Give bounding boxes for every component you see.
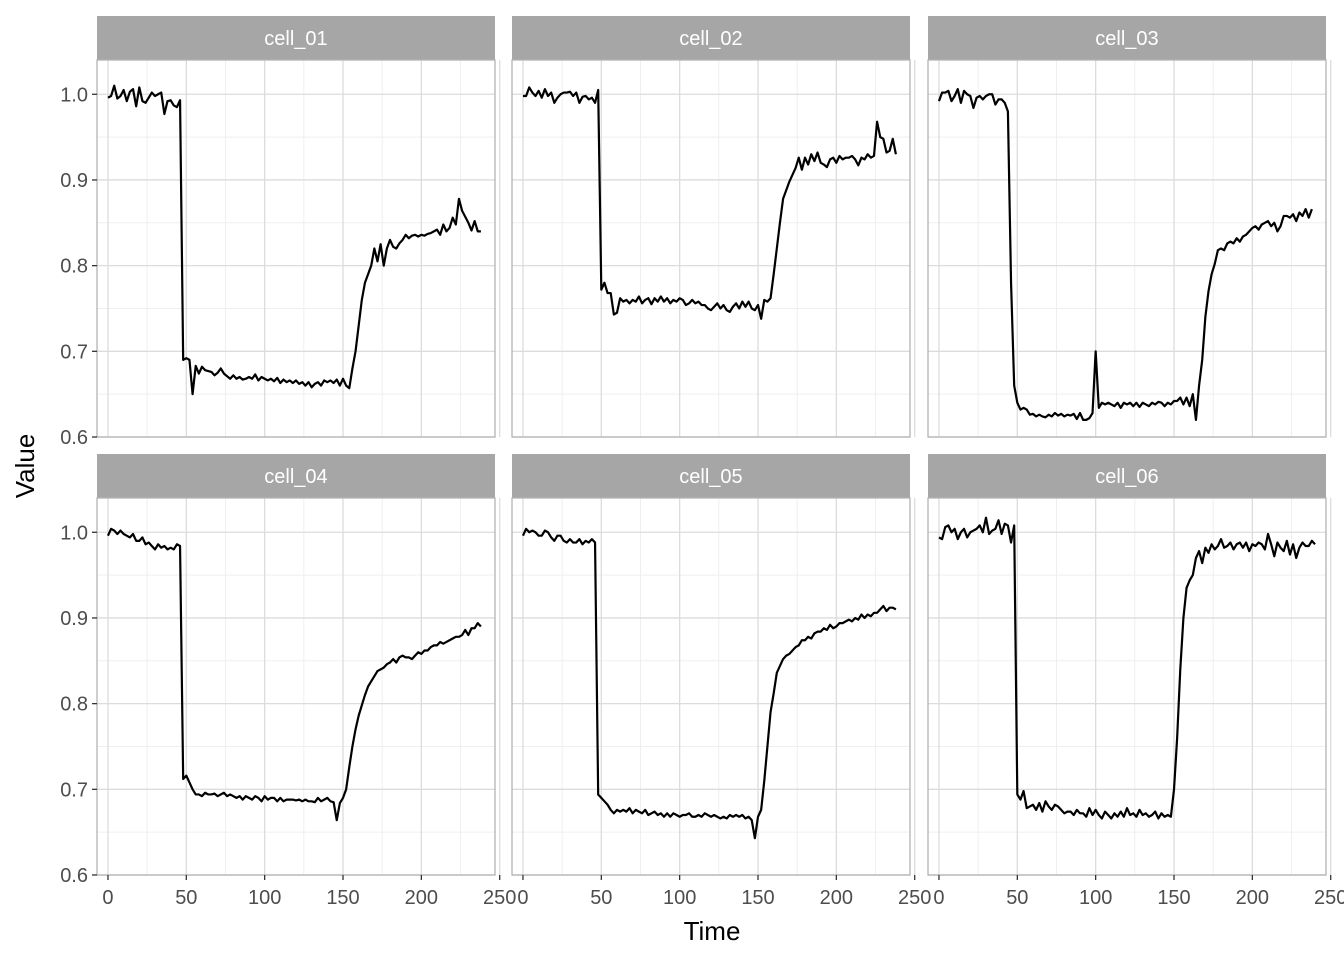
strip-label-cell_02: cell_02 — [679, 28, 742, 50]
y-tick-label: 0.6 — [60, 865, 88, 887]
panel-border-cell_02 — [511, 59, 911, 438]
x-tick-label: 150 — [326, 887, 359, 909]
panel-cell_04: cell_04 0.6 0.7 0.8 0.9 1.0 0 50 100 150 200 250 — [60, 454, 516, 909]
x-tick-label: 50 — [590, 887, 612, 909]
series-line-cell_02 — [522, 86, 897, 320]
strip-cell_03 — [928, 16, 1326, 60]
x-tick-label: 0 — [933, 887, 944, 909]
x-tick-label: 150 — [1157, 887, 1190, 909]
panel-cell_06: cell_06 0 50 100 150 200 250 — [927, 454, 1344, 909]
y-tick-label: 1.0 — [60, 84, 88, 106]
plot-area-cell_06 — [928, 498, 1326, 875]
x-tick-label: 50 — [1006, 887, 1028, 909]
y-tick-label: 0.6 — [60, 427, 88, 449]
strip-cell_05 — [512, 454, 910, 498]
y-tick-label: 0.7 — [60, 779, 88, 801]
y-tick-label: 1.0 — [60, 522, 88, 544]
y-tick-label: 0.8 — [60, 256, 88, 278]
x-tick-label: 200 — [1236, 887, 1269, 909]
x-tick-label: 200 — [405, 887, 438, 909]
x-tick-label: 100 — [663, 887, 696, 909]
x-tick-label: 250 — [483, 887, 516, 909]
x-tick-label: 100 — [1079, 887, 1112, 909]
strip-cell_02 — [512, 16, 910, 60]
x-tick-label: 200 — [820, 887, 853, 909]
y-tick-label: 0.7 — [60, 341, 88, 363]
plot-area-cell_05 — [512, 498, 910, 875]
x-tick-label: 250 — [898, 887, 931, 909]
panel-border-cell_04 — [96, 497, 496, 876]
panel-cell_02: cell_02 — [511, 16, 916, 438]
panel-cell_01: cell_01 0.6 0.7 0.8 0.9 1.0 — [60, 16, 501, 449]
x-tick-label: 250 — [1314, 887, 1344, 909]
plot-area-cell_04 — [97, 498, 495, 875]
strip-label-cell_04: cell_04 — [264, 466, 327, 488]
series-line-cell_05 — [521, 527, 897, 840]
x-tick-label: 0 — [517, 887, 528, 909]
strip-label-cell_03: cell_03 — [1095, 28, 1158, 50]
y-axis-title: Value — [10, 434, 40, 499]
series-line-cell_01 — [107, 84, 481, 396]
plot-area-cell_02 — [512, 60, 910, 437]
strip-cell_01 — [97, 16, 495, 60]
y-tick-label: 0.9 — [60, 170, 88, 192]
strip-label-cell_05: cell_05 — [679, 466, 742, 488]
x-tick-label: 50 — [175, 887, 197, 909]
series-line-cell_06 — [938, 516, 1316, 820]
plot-area-cell_01 — [97, 60, 495, 437]
strip-cell_06 — [928, 454, 1326, 498]
panel-border-cell_05 — [511, 497, 911, 876]
strip-label-cell_01: cell_01 — [264, 28, 327, 50]
series-line-cell_03 — [937, 88, 1313, 421]
panel-cell_05: cell_05 0 50 100 150 200 250 — [511, 454, 931, 909]
panel-border-cell_03 — [927, 59, 1327, 438]
x-tick-label: 100 — [248, 887, 281, 909]
panel-border-cell_01 — [96, 59, 496, 438]
strip-label-cell_06: cell_06 — [1095, 466, 1158, 488]
x-tick-label: 150 — [741, 887, 774, 909]
y-tick-label: 0.9 — [60, 608, 88, 630]
plot-area-cell_03 — [928, 60, 1326, 437]
panel-cell_03: cell_03 — [927, 16, 1332, 438]
x-axis-title: Time — [684, 916, 741, 946]
x-tick-label: 0 — [102, 887, 113, 909]
y-tick-label: 0.8 — [60, 694, 88, 716]
strip-cell_04 — [97, 454, 495, 498]
panel-border-cell_06 — [927, 497, 1327, 876]
series-line-cell_04 — [106, 527, 482, 822]
